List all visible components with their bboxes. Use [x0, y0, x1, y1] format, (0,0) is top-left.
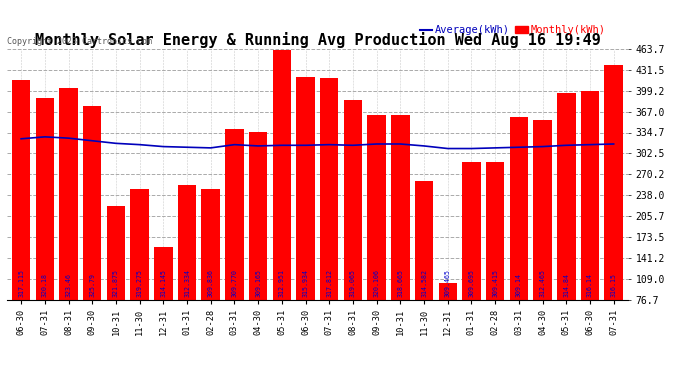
Text: 317.812: 317.812 [326, 269, 333, 297]
Text: 319.275: 319.275 [137, 269, 143, 297]
Bar [130, 189, 149, 350]
Text: 323.46: 323.46 [66, 273, 72, 297]
Text: 309.14: 309.14 [516, 273, 522, 297]
Bar [320, 78, 339, 350]
Bar [367, 115, 386, 350]
Text: 309.465: 309.465 [445, 269, 451, 297]
Bar [344, 100, 362, 350]
Text: 309.165: 309.165 [255, 269, 261, 297]
Text: 312.951: 312.951 [279, 269, 285, 297]
Bar [296, 77, 315, 350]
Bar [533, 120, 552, 350]
Text: 321.875: 321.875 [113, 269, 119, 297]
Legend: Average(kWh), Monthly(kWh): Average(kWh), Monthly(kWh) [415, 21, 610, 40]
Bar [604, 65, 623, 350]
Bar [462, 162, 481, 350]
Bar [486, 162, 504, 350]
Text: 309.770: 309.770 [231, 269, 237, 297]
Bar [249, 132, 268, 350]
Text: 312.334: 312.334 [184, 269, 190, 297]
Text: 316.15: 316.15 [611, 273, 617, 297]
Bar [225, 129, 244, 350]
Bar [415, 181, 433, 350]
Text: 309.415: 309.415 [492, 269, 498, 297]
Bar [12, 80, 30, 350]
Text: 320.18: 320.18 [42, 273, 48, 297]
Text: 314.84: 314.84 [563, 273, 569, 297]
Text: 316.14: 316.14 [587, 273, 593, 297]
Text: 315.934: 315.934 [302, 269, 308, 297]
Bar [391, 115, 410, 350]
Text: 314.582: 314.582 [421, 269, 427, 297]
Text: 309.836: 309.836 [208, 269, 214, 297]
Bar [581, 92, 599, 350]
Bar [36, 98, 54, 350]
Text: 320.106: 320.106 [374, 269, 380, 297]
Bar [201, 189, 220, 350]
Bar [83, 106, 101, 350]
Title: Monthly Solar Energy & Running Avg Production Wed Aug 16 19:49: Monthly Solar Energy & Running Avg Produ… [34, 32, 600, 48]
Text: 314.145: 314.145 [160, 269, 166, 297]
Bar [273, 50, 291, 350]
Bar [59, 88, 78, 350]
Bar [510, 117, 528, 350]
Text: 325.79: 325.79 [89, 273, 95, 297]
Text: 317.115: 317.115 [18, 269, 24, 297]
Text: 319.065: 319.065 [350, 269, 356, 297]
Text: 318.665: 318.665 [397, 269, 404, 297]
Bar [154, 247, 172, 350]
Bar [107, 206, 125, 350]
Text: 309.695: 309.695 [469, 269, 475, 297]
Bar [439, 283, 457, 350]
Text: 312.465: 312.465 [540, 269, 546, 297]
Bar [178, 185, 196, 350]
Text: Copyright 2023 Cartronics.com: Copyright 2023 Cartronics.com [7, 38, 152, 46]
Bar [557, 93, 575, 350]
